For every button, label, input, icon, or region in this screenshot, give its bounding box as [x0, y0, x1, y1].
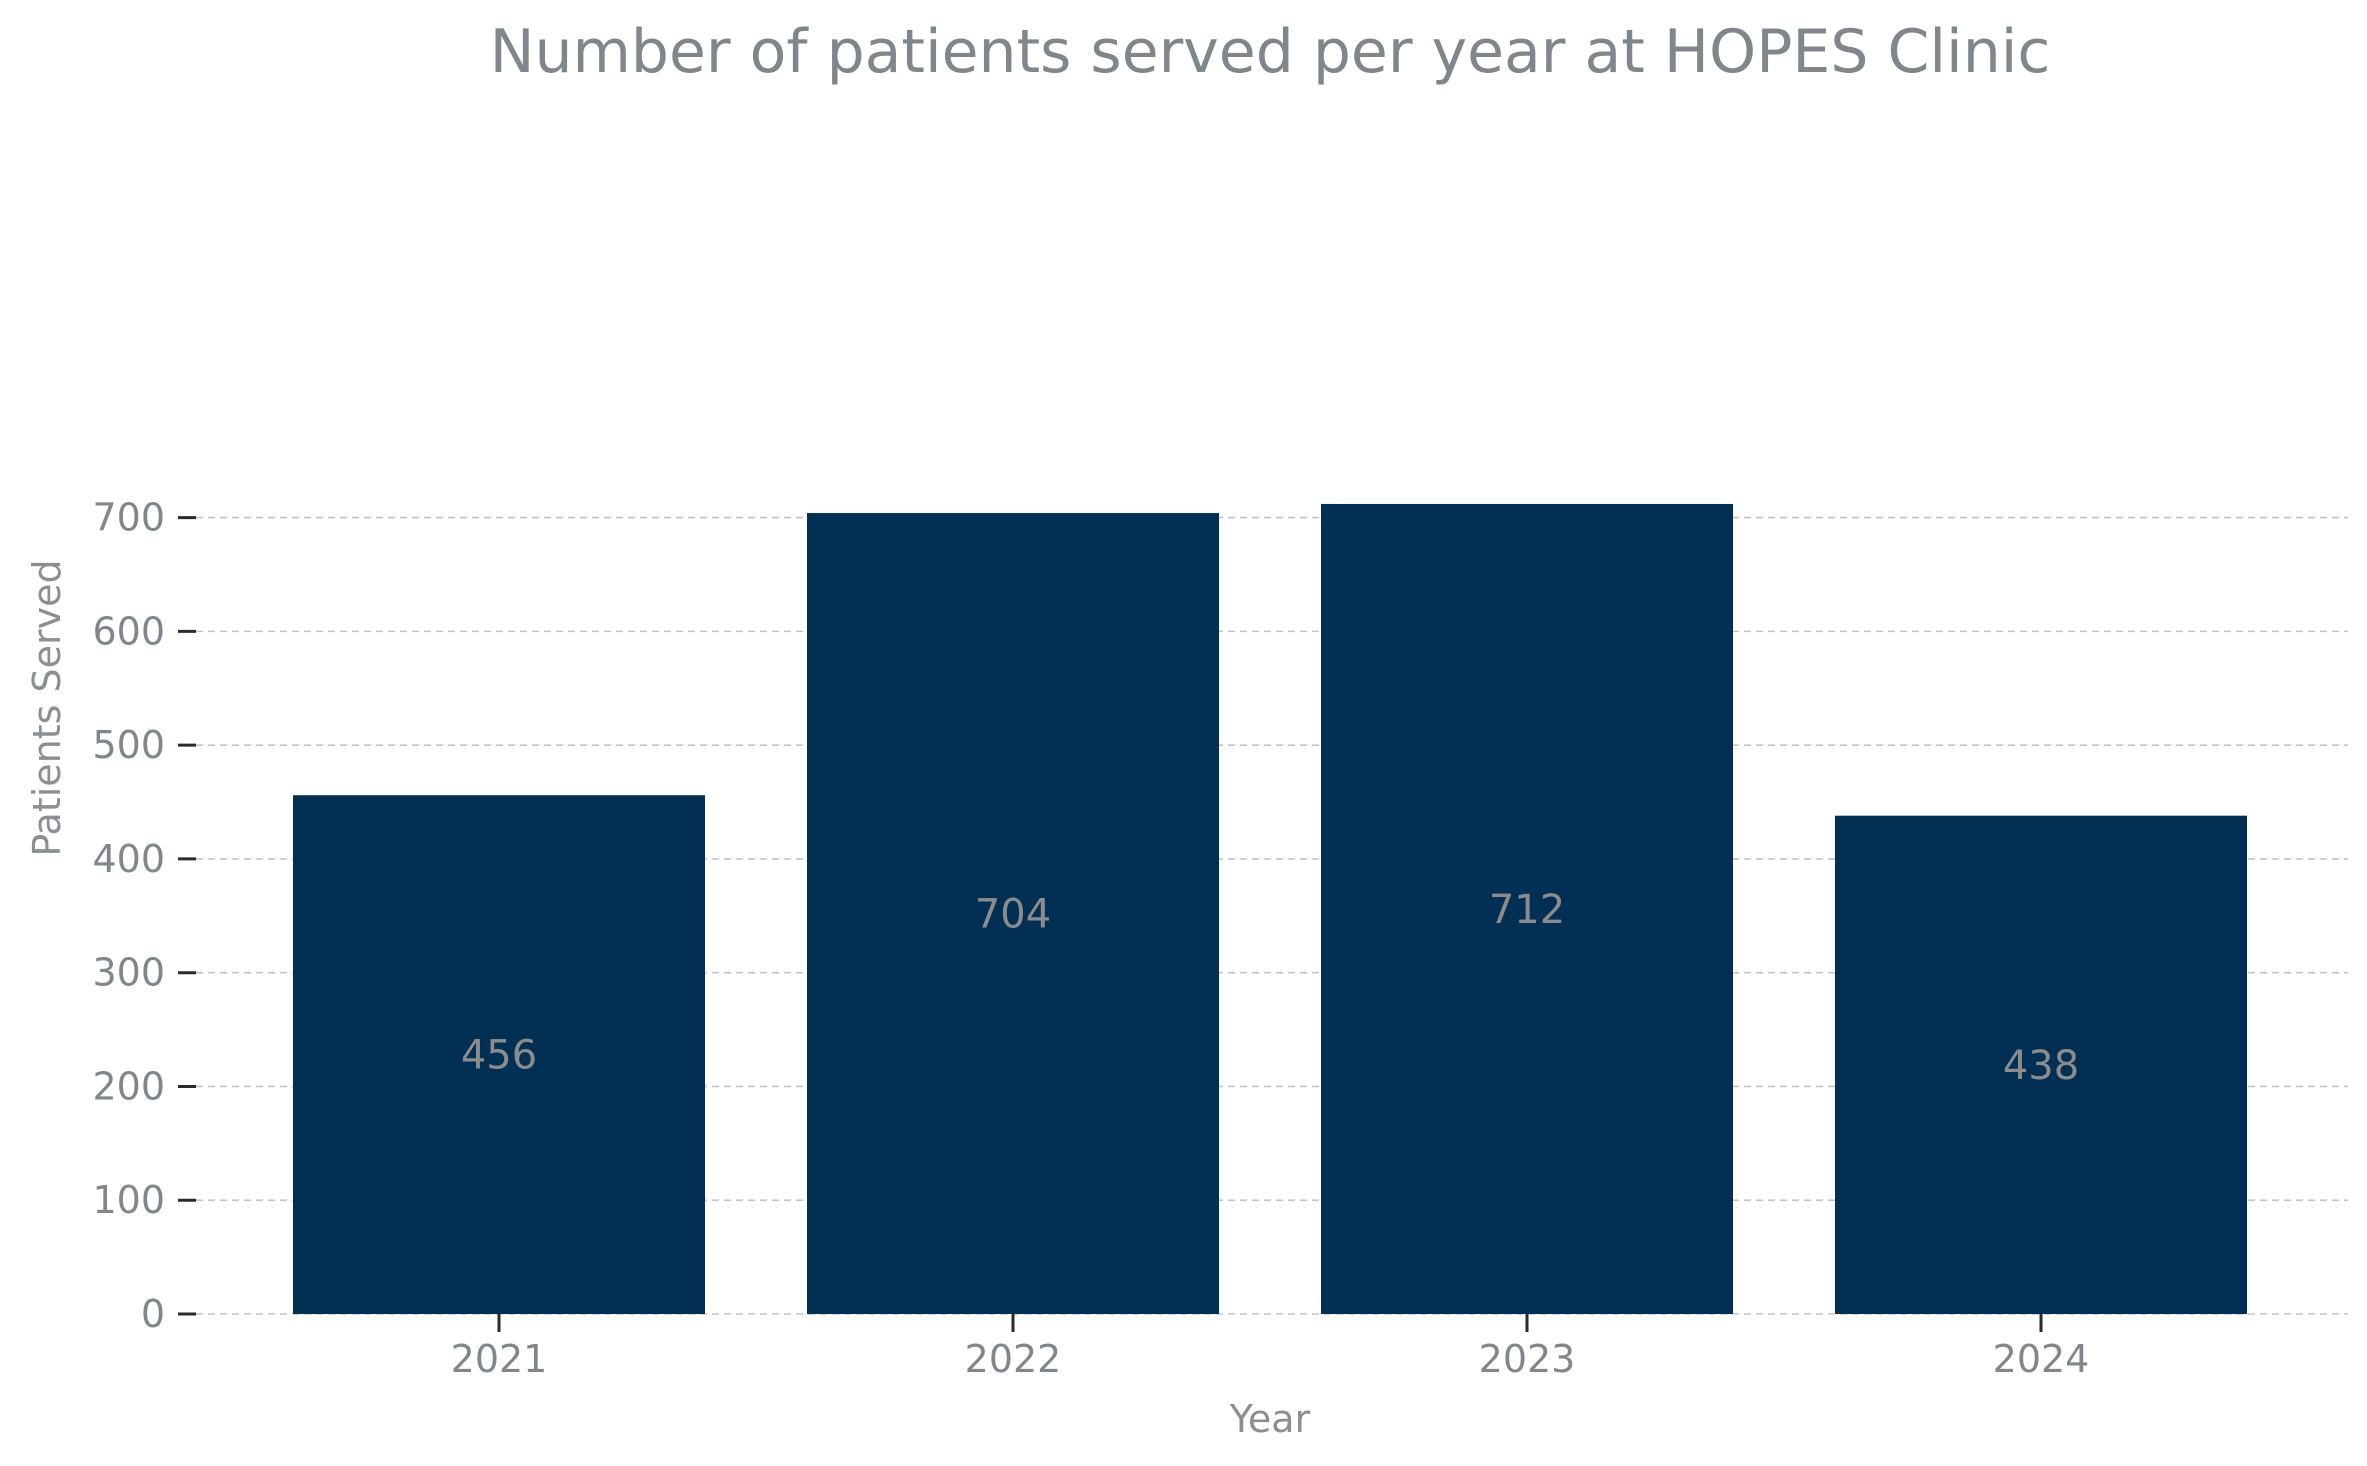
chart-title: Number of patients served per year at HO… [490, 17, 2051, 87]
y-tick-label: 400 [92, 837, 165, 881]
x-tick-label: 2021 [451, 1337, 548, 1381]
value-labels: 456 704 712 438 [461, 887, 2079, 1089]
x-tick-label: 2023 [1479, 1337, 1576, 1381]
x-axis-label: Year [1229, 1397, 1311, 1441]
bar-2021 [293, 795, 705, 1314]
y-tick-label: 500 [92, 723, 165, 767]
value-label-2021: 456 [461, 1033, 537, 1079]
value-label-2022: 704 [975, 892, 1051, 938]
y-tick-label: 300 [92, 951, 165, 995]
x-tick-label: 2024 [1993, 1337, 2090, 1381]
y-tick-label: 0 [141, 1292, 165, 1336]
y-tick-label: 100 [92, 1178, 165, 1222]
y-axis: 0 100 200 300 400 500 600 700 [92, 496, 196, 1336]
y-axis-label: Patients Served [25, 559, 69, 856]
bar-2023 [1321, 503, 1733, 1314]
y-tick-label: 600 [92, 609, 165, 653]
bar-2022 [807, 513, 1219, 1314]
bars [293, 503, 2247, 1314]
y-tick-label: 200 [92, 1064, 165, 1108]
value-label-2024: 438 [2003, 1043, 2079, 1089]
x-axis: 2021 2022 2023 2024 [451, 1314, 2090, 1381]
y-tick-label: 700 [92, 496, 165, 540]
bar-2024 [1835, 815, 2247, 1314]
value-label-2023: 712 [1489, 887, 1565, 933]
x-tick-label: 2022 [965, 1337, 1062, 1381]
